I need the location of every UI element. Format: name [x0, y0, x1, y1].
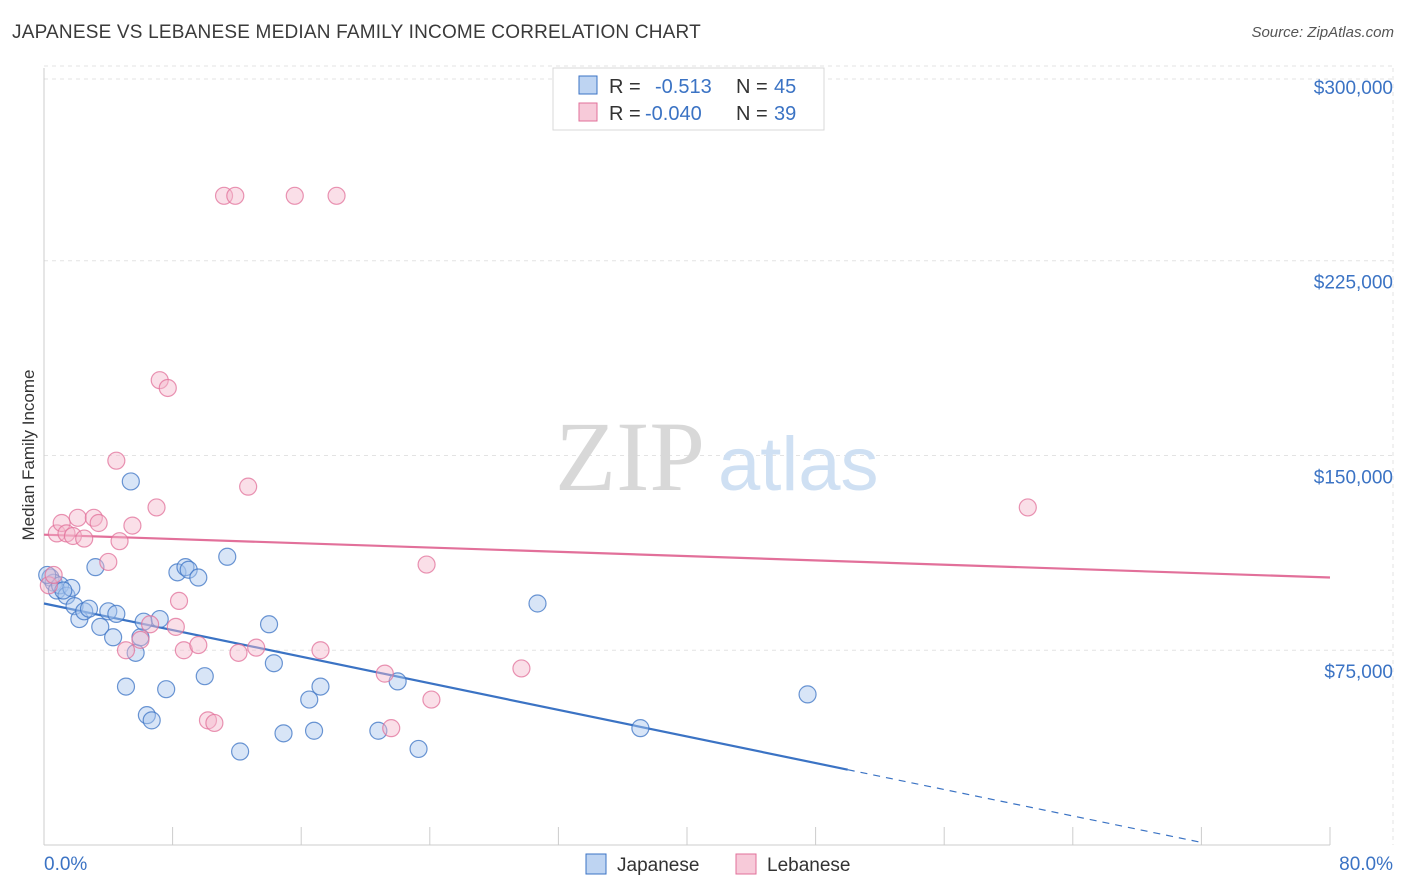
point-lebanese	[229, 643, 248, 662]
point-lebanese	[52, 513, 71, 533]
point-lebanese	[512, 659, 531, 678]
point-lebanese	[239, 477, 258, 496]
point-japanese	[91, 617, 110, 636]
point-japanese	[157, 680, 176, 699]
series-legend-label-lebanese: Lebanese	[767, 855, 850, 876]
point-lebanese	[189, 635, 208, 655]
point-japanese	[264, 654, 283, 673]
y-tick-labels: $75,000 $150,000 $225,000 $300,000	[1314, 78, 1393, 683]
point-japanese	[107, 604, 126, 623]
point-lebanese	[89, 513, 108, 533]
point-lebanese	[140, 615, 160, 634]
point-lebanese	[110, 532, 129, 551]
point-japanese	[75, 602, 94, 621]
x-tick-label-max: 80.0%	[1339, 854, 1393, 875]
legend-n-label-japanese: N =	[736, 76, 768, 98]
point-japanese	[179, 560, 198, 579]
legend-swatch-japanese	[578, 75, 598, 95]
point-lebanese	[158, 378, 177, 398]
point-japanese	[259, 615, 279, 634]
point-lebanese	[131, 630, 150, 649]
point-lebanese	[63, 526, 83, 546]
point-lebanese	[422, 690, 441, 709]
trendlines	[43, 533, 1331, 843]
point-japanese	[218, 547, 237, 566]
point-lebanese	[99, 552, 118, 572]
axes	[43, 68, 1331, 846]
source-label: Source: ZipAtlas.com	[1251, 24, 1394, 41]
point-lebanese	[382, 719, 401, 738]
chart-title: JAPANESE VS LEBANESE MEDIAN FAMILY INCOM…	[12, 22, 701, 43]
point-lebanese	[1018, 498, 1037, 517]
series-legend-swatch-lebanese	[735, 853, 757, 875]
watermark: ZIP atlas	[555, 401, 879, 512]
point-japanese	[79, 599, 99, 618]
data-points	[38, 186, 1037, 761]
point-lebanese	[375, 664, 394, 683]
legend-r-value-japanese: -0.513	[655, 76, 712, 98]
point-japanese	[137, 706, 156, 725]
point-japanese	[300, 690, 319, 709]
point-lebanese	[327, 186, 346, 205]
point-lebanese	[75, 529, 94, 548]
trendline-extension-japanese	[847, 769, 1202, 843]
point-japanese	[304, 721, 324, 740]
point-lebanese	[205, 713, 224, 733]
series-legend: Japanese Lebanese	[585, 853, 850, 876]
point-lebanese	[166, 617, 185, 636]
legend-n-label-lebanese: N =	[736, 103, 768, 125]
point-lebanese	[116, 641, 136, 660]
point-lebanese	[39, 576, 58, 595]
point-japanese	[231, 742, 250, 761]
y-tick-label: $150,000	[1314, 467, 1393, 488]
legend-r-label-lebanese: R =	[609, 103, 641, 125]
point-japanese	[798, 685, 817, 704]
point-lebanese	[147, 498, 166, 517]
stats-legend: R = -0.513 N = 45 R = -0.040 N = 39	[552, 67, 825, 131]
point-japanese	[121, 472, 140, 491]
point-japanese	[311, 677, 330, 696]
point-lebanese	[226, 186, 245, 205]
point-japanese	[528, 594, 547, 613]
series-legend-swatch-japanese	[585, 853, 607, 875]
point-lebanese	[169, 591, 189, 611]
point-japanese	[189, 568, 208, 587]
x-tick-labels: 0.0% 80.0%	[44, 854, 1393, 875]
point-lebanese	[123, 516, 142, 535]
legend-r-value-lebanese: -0.040	[645, 103, 702, 125]
point-lebanese	[44, 565, 63, 585]
point-lebanese	[247, 638, 266, 657]
point-japanese	[104, 628, 123, 647]
point-lebanese	[285, 186, 304, 205]
x-tick-label-min: 0.0%	[44, 854, 87, 875]
legend-r-label-japanese: R =	[609, 76, 641, 98]
point-lebanese	[107, 451, 126, 470]
point-lebanese	[417, 555, 436, 574]
trendline-japanese	[43, 602, 848, 771]
y-tick-label: $300,000	[1314, 78, 1393, 99]
y-axis-label: Median Family Income	[19, 369, 38, 540]
point-japanese	[176, 558, 195, 577]
point-japanese	[195, 667, 214, 686]
series-legend-label-japanese: Japanese	[617, 855, 699, 876]
point-japanese	[409, 739, 428, 759]
watermark-atlas: atlas	[718, 422, 879, 507]
y-tick-label: $75,000	[1324, 662, 1393, 683]
y-tick-label: $225,000	[1314, 273, 1393, 294]
legend-n-value-japanese: 45	[774, 76, 796, 98]
stats-legend-box	[552, 67, 825, 131]
point-japanese	[142, 711, 161, 730]
point-lebanese	[84, 508, 103, 527]
point-japanese	[150, 609, 169, 629]
legend-n-value-lebanese: 39	[774, 103, 796, 125]
point-japanese	[274, 724, 293, 743]
point-lebanese	[68, 508, 87, 527]
trendline-lebanese	[43, 533, 1331, 579]
point-japanese	[116, 677, 136, 696]
point-lebanese	[311, 641, 330, 660]
watermark-zip: ZIP	[555, 401, 705, 512]
point-japanese	[631, 719, 650, 738]
legend-swatch-lebanese	[578, 102, 598, 122]
